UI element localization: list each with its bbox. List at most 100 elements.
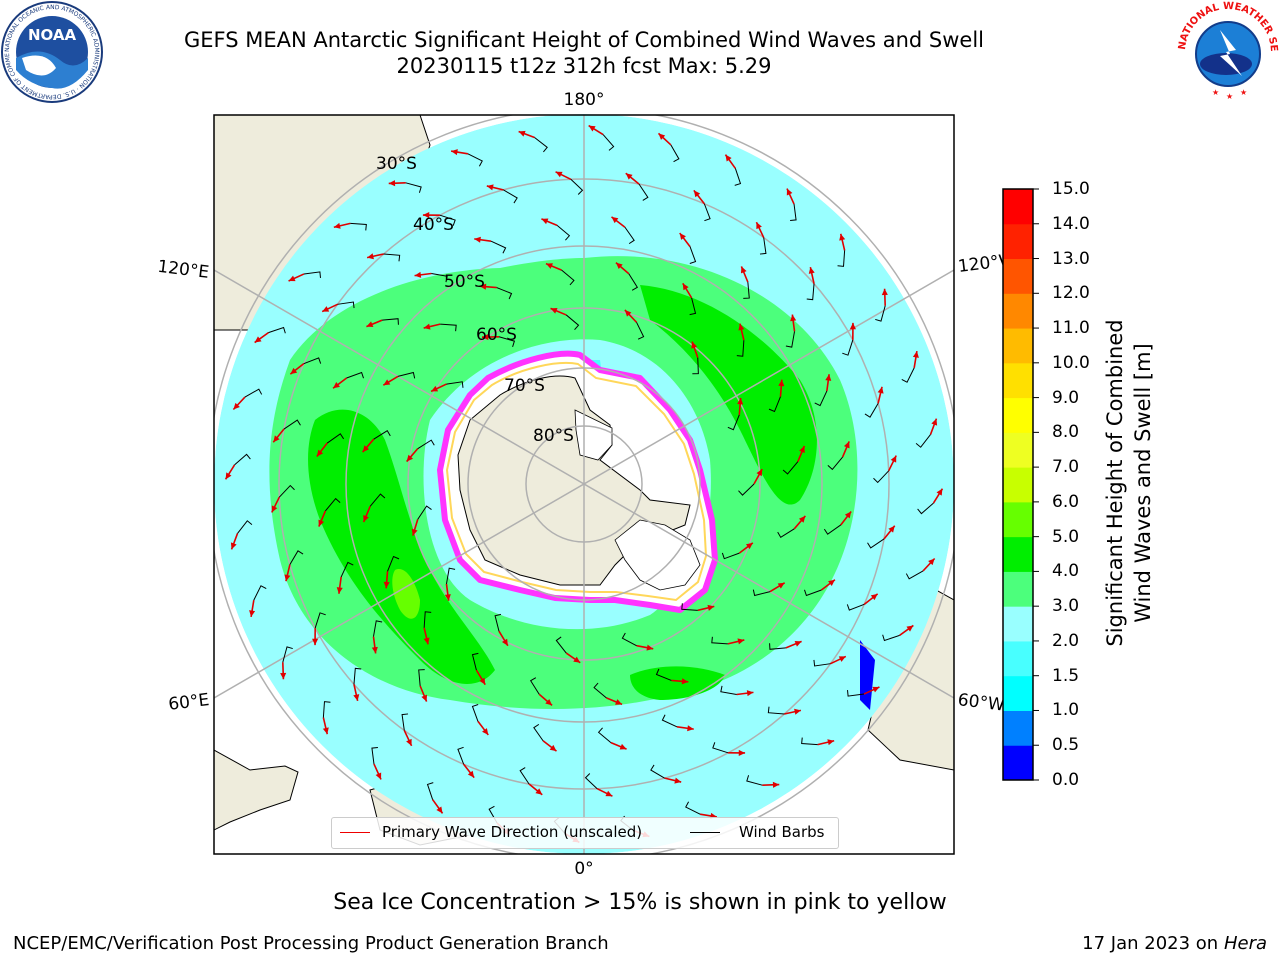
wind-barb <box>322 701 331 718</box>
wave-arrow-head <box>825 374 832 381</box>
wind-barb-legend-label: Wind Barbs <box>739 823 825 841</box>
graticule <box>214 115 954 854</box>
colorbar-segment <box>1003 258 1033 294</box>
wave-arrow-head <box>371 646 378 654</box>
colorbar-segment <box>1003 606 1033 642</box>
wave-arrow-head <box>681 678 689 685</box>
wind-barb <box>864 403 879 418</box>
wave-arrow-head <box>225 472 232 480</box>
wind-barb <box>283 419 301 430</box>
wind-barb <box>282 646 293 663</box>
wind-barb <box>806 283 815 301</box>
wave-arrow-head <box>928 558 935 566</box>
wave-arrow-head <box>794 640 802 647</box>
wave-arrow-head <box>808 267 815 274</box>
colorbar-tick-label: 11.0 <box>1052 318 1090 339</box>
wave-arrow-head <box>615 699 623 705</box>
wave-arrow-head <box>474 236 481 243</box>
wave-arrow-head <box>431 385 439 392</box>
wind-barb <box>801 737 818 746</box>
wave-arrow-head <box>367 253 374 260</box>
wave-arrow-head <box>838 656 846 662</box>
wind-barb <box>734 168 742 186</box>
colorbar-segment <box>1003 293 1033 329</box>
wind-barb <box>369 493 386 507</box>
wind-barb <box>371 747 378 765</box>
wind-barb <box>915 434 931 448</box>
wind-barb <box>423 611 432 628</box>
wind-barb <box>471 704 479 722</box>
wind-barb <box>346 371 364 379</box>
colorbar-tick-label: 1.0 <box>1052 700 1080 721</box>
wave-arrow-head <box>843 441 850 449</box>
colorbar-segment <box>1003 432 1033 468</box>
wave-arrow-head <box>353 694 360 701</box>
wind-barb <box>814 390 828 407</box>
wind-barb <box>738 483 755 496</box>
wave-arrow-head <box>725 154 732 162</box>
wave-arrow-head <box>870 593 878 601</box>
wave-arrow-head <box>786 188 793 196</box>
wave-arrow-head <box>798 515 806 523</box>
wave-arrow-head <box>746 690 754 697</box>
colorbar-segment <box>1003 223 1033 260</box>
wave-arrow-head <box>772 781 780 788</box>
wind-barb <box>736 340 745 357</box>
wind-barb <box>401 713 409 731</box>
wave-arrow-head <box>479 677 486 685</box>
wind-barb <box>768 396 781 413</box>
wave-arrow-head <box>740 266 747 274</box>
wind-barb <box>529 677 540 695</box>
wave-arrow-head <box>849 322 856 330</box>
wave-arrow-head <box>436 806 443 814</box>
wave-arrow-head <box>828 579 835 586</box>
wave-arrow-head <box>624 309 632 317</box>
wave-arrow-head <box>230 542 237 550</box>
wave-arrow-head <box>691 341 698 349</box>
wind-barb <box>498 336 516 348</box>
wave-arrow-head <box>890 455 897 463</box>
wave-arrow-head <box>625 173 633 180</box>
wind-barb <box>782 461 799 475</box>
wind-barb <box>712 742 729 754</box>
colorbar-frame <box>1002 188 1034 781</box>
wave-arrow-head <box>619 743 627 750</box>
wind-barb <box>624 226 635 245</box>
colorbar-segment <box>1003 397 1033 433</box>
wind-barb <box>661 714 678 728</box>
footer-branch: NCEP/EMC/Verification Post Processing Pr… <box>13 933 609 954</box>
wind-barb <box>490 240 507 254</box>
wave-arrow-head <box>271 505 278 513</box>
wave-arrow-head <box>550 308 558 314</box>
wind-barb <box>457 746 465 765</box>
colorbar-tick-label: 6.0 <box>1052 491 1080 512</box>
wave-arrow-head <box>588 125 596 132</box>
wave-arrow-head <box>312 638 319 646</box>
wind-barb <box>650 764 665 779</box>
colorbar-segment <box>1003 328 1033 364</box>
noaa-logo-text: NOAA <box>28 26 77 44</box>
wind-barb <box>689 297 697 316</box>
wave-arrow-head <box>931 418 938 426</box>
colorbar-segment <box>1003 467 1033 503</box>
wind-barb <box>534 137 548 153</box>
wind-barb <box>837 250 846 267</box>
wind-barb <box>685 801 701 815</box>
wave-arrow-head <box>794 708 801 715</box>
colorbar-tick-label: 14.0 <box>1052 213 1090 234</box>
wave-arrow-head <box>799 445 805 453</box>
wind-barb <box>711 636 728 645</box>
wave-arrow-head <box>615 262 623 270</box>
wave-arrow-head <box>777 582 785 589</box>
wave-arrow-head <box>322 727 329 735</box>
wave-arrow-head <box>414 271 422 278</box>
wind-barb <box>237 520 253 534</box>
wind-barb <box>561 269 575 286</box>
sea-ice-note: Sea Ice Concentration > 15% is shown in … <box>333 890 947 915</box>
wind-barb <box>353 667 362 685</box>
lat-label-70s: 70°S <box>504 376 545 396</box>
wave-arrow-head <box>611 216 619 224</box>
wind-barb <box>804 589 822 597</box>
wind-barb <box>519 767 530 785</box>
wind-barb <box>670 144 680 163</box>
